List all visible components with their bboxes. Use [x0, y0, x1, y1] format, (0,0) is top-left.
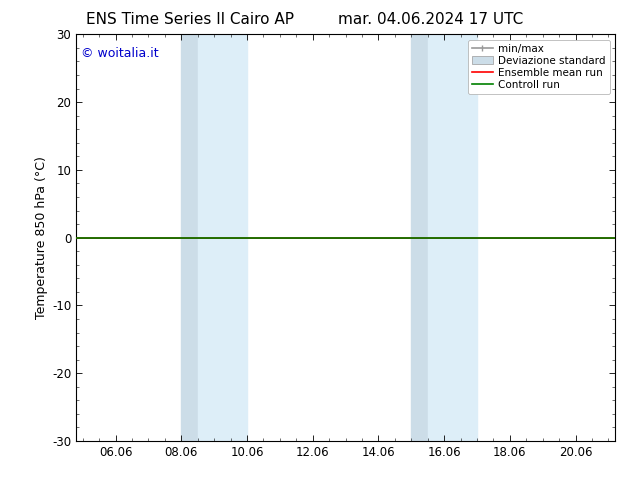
Bar	[181, 34, 198, 441]
Bar	[411, 34, 428, 441]
Text: © woitalia.it: © woitalia.it	[81, 47, 159, 59]
Y-axis label: Temperature 850 hPa (°C): Temperature 850 hPa (°C)	[35, 156, 48, 319]
Text: mar. 04.06.2024 17 UTC: mar. 04.06.2024 17 UTC	[339, 12, 524, 27]
Text: ENS Time Series Il Cairo AP: ENS Time Series Il Cairo AP	[86, 12, 294, 27]
Legend: min/max, Deviazione standard, Ensemble mean run, Controll run: min/max, Deviazione standard, Ensemble m…	[468, 40, 610, 94]
Bar	[428, 34, 477, 441]
Bar	[198, 34, 247, 441]
